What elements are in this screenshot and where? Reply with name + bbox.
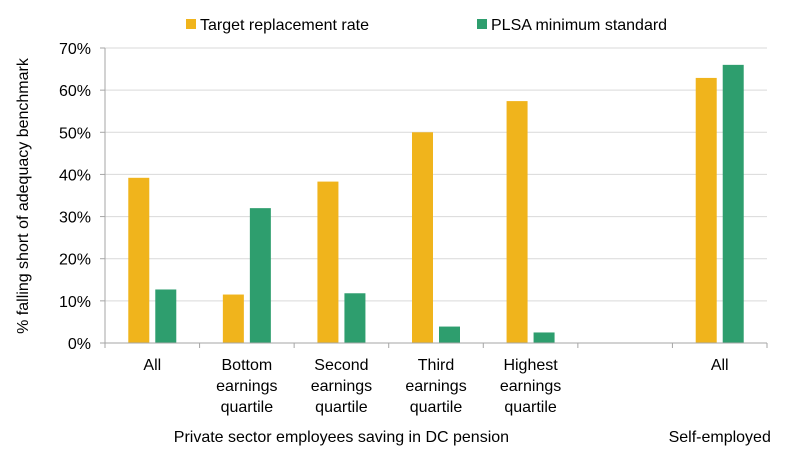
x-tick-label: Second — [314, 357, 368, 374]
bar-plsa-minimum-standard — [722, 64, 744, 343]
bar-plsa-minimum-standard — [249, 208, 271, 343]
gridlines — [105, 47, 767, 302]
x-tick-label: earnings — [311, 378, 372, 395]
y-tick-label: 20% — [59, 252, 91, 269]
group-label: Self-employed — [669, 429, 771, 446]
x-tick-label: earnings — [216, 378, 277, 395]
x-tick-label: earnings — [500, 378, 561, 395]
bar-plsa-minimum-standard — [344, 293, 366, 343]
y-tick-label: 10% — [59, 294, 91, 311]
bar-plsa-minimum-standard — [533, 332, 555, 343]
bars — [128, 64, 744, 344]
x-tick-label: Third — [418, 357, 454, 374]
group-label: Private sector employees saving in DC pe… — [174, 429, 509, 446]
x-axis — [104, 48, 768, 348]
x-axis-tick-labels: All Bottom earnings quartile Second earnings q… — [143, 357, 728, 416]
x-tick-label: quartile — [315, 399, 368, 416]
x-tick-label: quartile — [221, 399, 274, 416]
y-tick-label: 40% — [59, 167, 91, 184]
x-tick-label: quartile — [410, 399, 463, 416]
y-tick-label: 60% — [59, 83, 91, 100]
y-tick-label: 50% — [59, 125, 91, 142]
legend: Target replacement rate PLSA minimum stan… — [186, 17, 667, 34]
y-tick-label: 0% — [68, 336, 91, 353]
legend-swatch — [477, 19, 487, 29]
x-tick-label: All — [143, 357, 161, 374]
legend-label: PLSA minimum standard — [491, 17, 667, 34]
bar-target-replacement-rate — [128, 177, 150, 343]
legend-swatch — [186, 19, 196, 29]
x-tick-label: Highest — [503, 357, 558, 374]
bar-plsa-minimum-standard — [155, 289, 177, 343]
y-axis-ticks: 0% 10% 20% 30% 40% 50% 60% 70% — [59, 41, 105, 353]
bar-target-replacement-rate — [222, 294, 244, 343]
bar-target-replacement-rate — [317, 181, 339, 343]
y-axis-label: % falling short of adequacy benchmark — [15, 57, 32, 334]
group-labels: Private sector employees saving in DC pe… — [174, 429, 771, 446]
x-tick-label: Bottom — [222, 357, 273, 374]
bar-target-replacement-rate — [695, 77, 717, 344]
y-tick-label: 70% — [59, 41, 91, 58]
bar-plsa-minimum-standard — [439, 326, 460, 343]
bar-target-replacement-rate — [506, 101, 528, 343]
x-tick-label: earnings — [405, 378, 466, 395]
x-tick-label: All — [711, 357, 729, 374]
bar-target-replacement-rate — [412, 132, 433, 343]
x-tick-label: quartile — [504, 399, 557, 416]
legend-label: Target replacement rate — [200, 17, 369, 34]
y-tick-label: 30% — [59, 210, 91, 227]
